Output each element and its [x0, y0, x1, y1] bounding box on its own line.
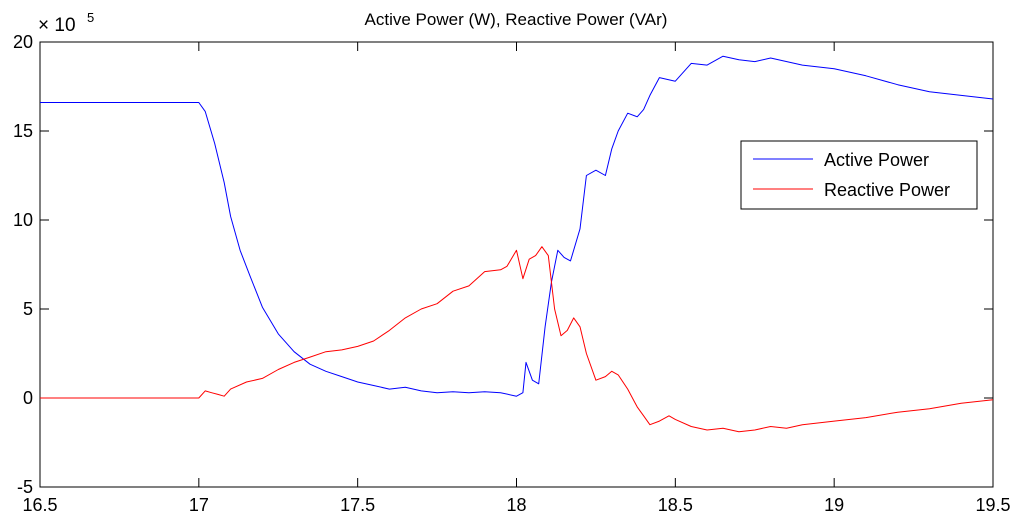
y-axis: -5 0 5 10 15 20: [13, 32, 993, 497]
series-line-reactive-power: [40, 246, 994, 433]
x-tick-label: 17: [189, 495, 209, 515]
legend-box: [740, 140, 978, 210]
x-tick-label: 19: [824, 495, 844, 515]
x-axis: 16.5 17 17.5 18 18.5 19 19.5: [22, 42, 1011, 515]
series-line-active-power: [40, 55, 994, 397]
y-tick-label: -5: [17, 477, 33, 497]
y-tick-label: 0: [23, 388, 33, 408]
x-tick-label: 16.5: [22, 495, 57, 515]
y-multiplier: × 10 5: [38, 10, 94, 36]
legend-label-active-power: Active Power: [824, 150, 929, 170]
y-tick-label: 15: [13, 121, 33, 141]
y-tick-label: 5: [23, 299, 33, 319]
y-multiplier-exponent: 5: [87, 10, 94, 25]
legend-label-reactive-power: Reactive Power: [824, 180, 950, 200]
y-tick-label: 20: [13, 32, 33, 52]
x-tick-label: 18: [506, 495, 526, 515]
x-tick-label: 18.5: [658, 495, 693, 515]
chart-title: Active Power (W), Reactive Power (VAr): [365, 10, 668, 29]
x-tick-label: 17.5: [340, 495, 375, 515]
series-layer: [40, 55, 994, 433]
legend: Active Power Reactive Power: [740, 140, 978, 210]
y-multiplier-base: × 10: [38, 15, 76, 36]
plot-area: [39, 41, 994, 488]
y-tick-label: 10: [13, 210, 33, 230]
x-tick-label: 19.5: [975, 495, 1010, 515]
